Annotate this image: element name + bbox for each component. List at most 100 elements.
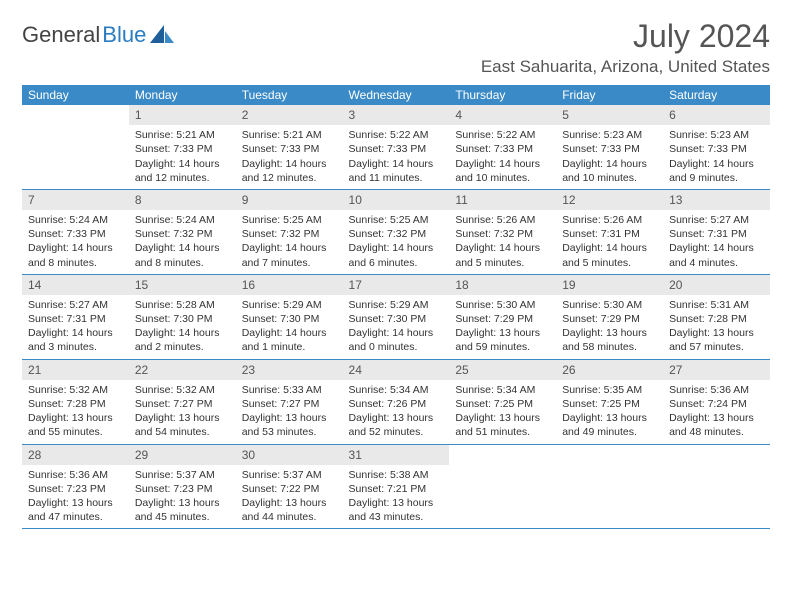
sunrise-line: Sunrise: 5:21 AM xyxy=(135,128,230,142)
day-number: 27 xyxy=(663,360,770,380)
day-details: Sunrise: 5:36 AMSunset: 7:23 PMDaylight:… xyxy=(22,465,129,529)
sunset-line: Sunset: 7:31 PM xyxy=(669,227,764,241)
sunset-line: Sunset: 7:31 PM xyxy=(28,312,123,326)
day-number: 1 xyxy=(129,105,236,125)
sunrise-line: Sunrise: 5:32 AM xyxy=(135,383,230,397)
calendar-day-cell xyxy=(449,444,556,529)
calendar-day-cell: 8Sunrise: 5:24 AMSunset: 7:32 PMDaylight… xyxy=(129,189,236,274)
day-number: 23 xyxy=(236,360,343,380)
sunrise-line: Sunrise: 5:36 AM xyxy=(28,468,123,482)
sunrise-line: Sunrise: 5:24 AM xyxy=(135,213,230,227)
day-number: 26 xyxy=(556,360,663,380)
daylight-line: Daylight: 13 hours and 44 minutes. xyxy=(242,496,337,524)
calendar-day-cell: 2Sunrise: 5:21 AMSunset: 7:33 PMDaylight… xyxy=(236,105,343,189)
sunrise-line: Sunrise: 5:30 AM xyxy=(455,298,550,312)
weekday-header: Thursday xyxy=(449,85,556,105)
calendar-day-cell xyxy=(556,444,663,529)
daylight-line: Daylight: 13 hours and 52 minutes. xyxy=(349,411,444,439)
day-details: Sunrise: 5:27 AMSunset: 7:31 PMDaylight:… xyxy=(663,210,770,274)
daylight-line: Daylight: 14 hours and 10 minutes. xyxy=(455,157,550,185)
day-number: 18 xyxy=(449,275,556,295)
daylight-line: Daylight: 14 hours and 8 minutes. xyxy=(135,241,230,269)
calendar-day-cell: 16Sunrise: 5:29 AMSunset: 7:30 PMDayligh… xyxy=(236,274,343,359)
daylight-line: Daylight: 13 hours and 45 minutes. xyxy=(135,496,230,524)
day-number: 9 xyxy=(236,190,343,210)
sunrise-line: Sunrise: 5:34 AM xyxy=(349,383,444,397)
sunrise-line: Sunrise: 5:37 AM xyxy=(242,468,337,482)
sunset-line: Sunset: 7:32 PM xyxy=(242,227,337,241)
daylight-line: Daylight: 14 hours and 9 minutes. xyxy=(669,157,764,185)
day-number: 14 xyxy=(22,275,129,295)
brand-part1: General xyxy=(22,22,100,48)
calendar-day-cell: 12Sunrise: 5:26 AMSunset: 7:31 PMDayligh… xyxy=(556,189,663,274)
daylight-line: Daylight: 14 hours and 11 minutes. xyxy=(349,157,444,185)
calendar-week-row: 14 Sunrise: 5:27 AMSunset: 7:31 PM Dayligh… xyxy=(22,274,770,359)
brand-sail-icon xyxy=(150,25,176,45)
daylight-line: Daylight: 14 hours and 2 minutes. xyxy=(135,326,230,354)
calendar-day-cell: 13Sunrise: 5:27 AMSunset: 7:31 PMDayligh… xyxy=(663,189,770,274)
calendar-day-cell: 28Sunrise: 5:36 AMSunset: 7:23 PMDayligh… xyxy=(22,444,129,529)
day-number: 7 xyxy=(22,190,129,210)
weekday-header-row: SundayMondayTuesdayWednesdayThursdayFrid… xyxy=(22,85,770,105)
day-details: Sunrise: 5:21 AMSunset: 7:33 PMDaylight:… xyxy=(236,125,343,189)
daylight-line: Daylight: 13 hours and 58 minutes. xyxy=(562,326,657,354)
calendar-day-cell: 20Sunrise: 5:31 AMSunset: 7:28 PMDayligh… xyxy=(663,274,770,359)
sunset-line: Sunset: 7:33 PM xyxy=(562,142,657,156)
weekday-header: Tuesday xyxy=(236,85,343,105)
calendar-day-cell: 30Sunrise: 5:37 AMSunset: 7:22 PMDayligh… xyxy=(236,444,343,529)
sunset-line: Sunset: 7:29 PM xyxy=(455,312,550,326)
calendar-day-cell: 29Sunrise: 5:37 AMSunset: 7:23 PMDayligh… xyxy=(129,444,236,529)
day-details: Sunrise: 5:31 AMSunset: 7:28 PMDaylight:… xyxy=(663,295,770,359)
day-number: 24 xyxy=(343,360,450,380)
day-number: 29 xyxy=(129,445,236,465)
page-header: GeneralBlue July 2024 East Sahuarita, Ar… xyxy=(22,18,770,83)
day-details: Sunrise: 5:32 AMSunset: 7:28 PMDaylight:… xyxy=(22,380,129,444)
day-number: 31 xyxy=(343,445,450,465)
calendar-day-cell: 9Sunrise: 5:25 AMSunset: 7:32 PMDaylight… xyxy=(236,189,343,274)
day-number: 21 xyxy=(22,360,129,380)
calendar-day-cell: 27Sunrise: 5:36 AMSunset: 7:24 PMDayligh… xyxy=(663,359,770,444)
weekday-header: Saturday xyxy=(663,85,770,105)
calendar-day-cell: 1Sunrise: 5:21 AMSunset: 7:33 PMDaylight… xyxy=(129,105,236,189)
daylight-line: Daylight: 14 hours and 4 minutes. xyxy=(669,241,764,269)
sunrise-line: Sunrise: 5:38 AM xyxy=(349,468,444,482)
sunset-line: Sunset: 7:22 PM xyxy=(242,482,337,496)
day-details: Sunrise: 5:32 AMSunset: 7:27 PMDaylight:… xyxy=(129,380,236,444)
sunset-line: Sunset: 7:25 PM xyxy=(562,397,657,411)
sunset-line: Sunset: 7:29 PM xyxy=(562,312,657,326)
sunset-line: Sunset: 7:21 PM xyxy=(349,482,444,496)
calendar-day-cell: 5Sunrise: 5:23 AMSunset: 7:33 PMDaylight… xyxy=(556,105,663,189)
sunset-line: Sunset: 7:32 PM xyxy=(455,227,550,241)
calendar-day-cell: 24Sunrise: 5:34 AMSunset: 7:26 PMDayligh… xyxy=(343,359,450,444)
day-details: Sunrise: 5:30 AMSunset: 7:29 PMDaylight:… xyxy=(556,295,663,359)
daylight-line: Daylight: 14 hours and 7 minutes. xyxy=(242,241,337,269)
calendar-day-cell: 18Sunrise: 5:30 AMSunset: 7:29 PMDayligh… xyxy=(449,274,556,359)
day-number: 8 xyxy=(129,190,236,210)
weekday-header: Monday xyxy=(129,85,236,105)
sunrise-line: Sunrise: 5:22 AM xyxy=(349,128,444,142)
daylight-line: Daylight: 13 hours and 51 minutes. xyxy=(455,411,550,439)
sunset-line: Sunset: 7:27 PM xyxy=(135,397,230,411)
day-number: 5 xyxy=(556,105,663,125)
calendar-day-cell: 11Sunrise: 5:26 AMSunset: 7:32 PMDayligh… xyxy=(449,189,556,274)
day-number: 17 xyxy=(343,275,450,295)
day-details: Sunrise: 5:25 AMSunset: 7:32 PMDaylight:… xyxy=(236,210,343,274)
day-number: 2 xyxy=(236,105,343,125)
day-number: 3 xyxy=(343,105,450,125)
daylight-line: Daylight: 13 hours and 54 minutes. xyxy=(135,411,230,439)
sunrise-line: Sunrise: 5:22 AM xyxy=(455,128,550,142)
sunrise-line: Sunrise: 5:33 AM xyxy=(242,383,337,397)
day-number: 28 xyxy=(22,445,129,465)
day-number: 15 xyxy=(129,275,236,295)
daylight-line: Daylight: 14 hours and 6 minutes. xyxy=(349,241,444,269)
weekday-header: Friday xyxy=(556,85,663,105)
sunrise-line: Sunrise: 5:29 AM xyxy=(242,298,337,312)
calendar-week-row: 21Sunrise: 5:32 AMSunset: 7:28 PMDayligh… xyxy=(22,359,770,444)
sunrise-line: Sunrise: 5:27 AM xyxy=(28,298,123,312)
day-details: Sunrise: 5:22 AMSunset: 7:33 PMDaylight:… xyxy=(449,125,556,189)
sunset-line: Sunset: 7:33 PM xyxy=(242,142,337,156)
sunrise-line: Sunrise: 5:23 AM xyxy=(562,128,657,142)
calendar-day-cell: 19Sunrise: 5:30 AMSunset: 7:29 PMDayligh… xyxy=(556,274,663,359)
sunset-line: Sunset: 7:30 PM xyxy=(135,312,230,326)
day-details: Sunrise: 5:33 AMSunset: 7:27 PMDaylight:… xyxy=(236,380,343,444)
